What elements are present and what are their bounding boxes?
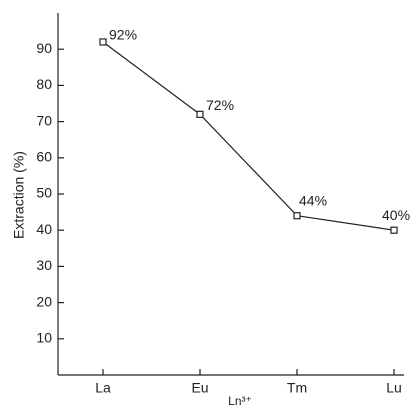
data-point <box>293 212 301 220</box>
x-tick-label: Eu <box>191 380 208 396</box>
y-tick-label: 10 <box>36 330 52 346</box>
x-tick-label: La <box>95 380 111 396</box>
data-label: 72% <box>206 97 234 113</box>
y-tick-label: 60 <box>36 149 52 165</box>
x-tick-label: Lu <box>386 380 402 396</box>
y-tick-label: 90 <box>36 40 52 56</box>
data-line <box>102 41 395 231</box>
y-tick-label: 70 <box>36 112 52 128</box>
y-axis-label: Extraction (%) <box>11 151 27 239</box>
y-tick-label: 20 <box>36 293 52 309</box>
data-point <box>196 110 204 118</box>
x-axis-label: Ln³⁺ <box>228 394 252 407</box>
data-label: 44% <box>299 192 327 208</box>
y-tick-label: 50 <box>36 185 52 201</box>
x-tick-label: Tm <box>287 380 307 396</box>
data-label: 40% <box>382 207 410 223</box>
y-tick-label: 80 <box>36 76 52 92</box>
data-point <box>99 38 107 46</box>
data-point <box>390 226 398 234</box>
data-label: 92% <box>109 27 137 43</box>
y-tick-label: 40 <box>36 221 52 237</box>
y-tick-label: 30 <box>36 257 52 273</box>
